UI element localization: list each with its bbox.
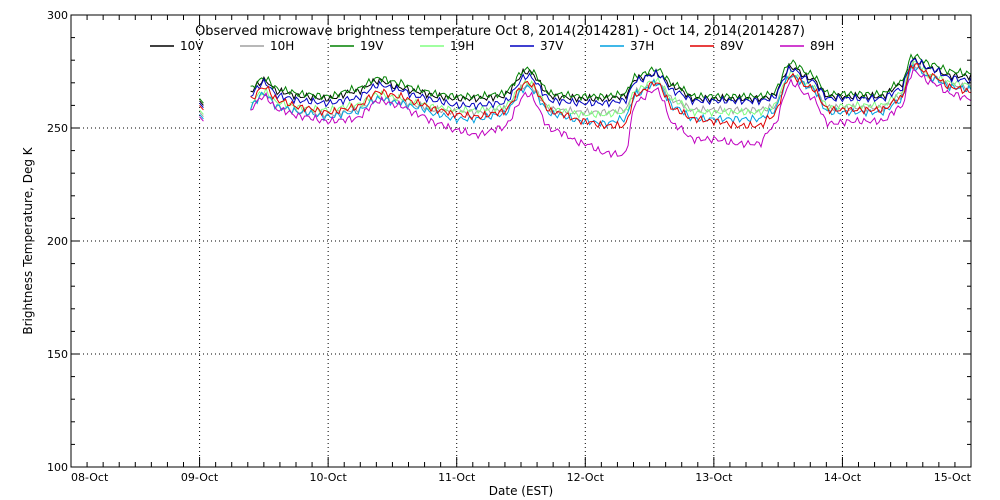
- series-line-10v: [250, 57, 972, 104]
- legend-label-19v: 19V: [360, 39, 384, 53]
- legend-label-19h: 19H: [450, 39, 474, 53]
- series-line-19h-start: [199, 109, 204, 115]
- y-tick-labels: 100 150 200 250 300: [47, 9, 68, 474]
- x-tick-label: 13-Oct: [695, 471, 733, 484]
- y-tick-label: 150: [47, 348, 68, 361]
- y-tick-label: 300: [47, 9, 68, 22]
- grid-lines: [71, 15, 971, 467]
- series-line-89h-start: [199, 116, 204, 122]
- series-line-89h: [250, 69, 972, 159]
- series-line-19h: [250, 60, 972, 120]
- legend-label-10h: 10H: [270, 39, 294, 53]
- series-line-10v-start: [199, 100, 204, 106]
- legend-label-37h: 37H: [630, 39, 654, 53]
- x-axis-label: Date (EST): [489, 484, 553, 498]
- series-line-10h-start: [199, 111, 204, 118]
- series-line-19v-start: [199, 98, 204, 104]
- x-tick-label: 09-Oct: [181, 471, 219, 484]
- series-line-89v-start: [199, 105, 204, 111]
- legend-label-89h: 89H: [810, 39, 834, 53]
- legend-label-37v: 37V: [540, 39, 564, 53]
- y-tick-label: 100: [47, 461, 68, 474]
- legend: 10V 10H 19V 19H 37V 37H 89V 89H: [150, 39, 834, 53]
- series-line-19v: [250, 53, 972, 102]
- y-axis-label: Brightness Temperature, Deg K: [21, 146, 35, 334]
- x-tick-label: 14-Oct: [824, 471, 862, 484]
- series-line-37v: [250, 58, 972, 111]
- x-tick-label: 12-Oct: [567, 471, 605, 484]
- series-lines: [199, 53, 972, 159]
- x-tick-labels: 08-Oct 09-Oct 10-Oct 11-Oct 12-Oct 13-Oct 14-O…: [71, 471, 972, 484]
- x-tick-label: 15-Oct: [934, 471, 972, 484]
- x-tick-label: 08-Oct: [71, 471, 109, 484]
- axis-ticks: [70, 14, 972, 468]
- y-tick-label: 200: [47, 235, 68, 248]
- chart-title: Observed microwave brightness temperatur…: [195, 24, 805, 39]
- x-tick-label: 11-Oct: [438, 471, 476, 484]
- series-line-37v-start: [199, 102, 204, 108]
- x-tick-label: 10-Oct: [309, 471, 347, 484]
- series-line-37h-start: [199, 114, 204, 120]
- y-tick-label: 250: [47, 122, 68, 135]
- legend-label-89v: 89V: [720, 39, 744, 53]
- legend-label-10v: 10V: [180, 39, 204, 53]
- series-line-89v: [250, 63, 972, 130]
